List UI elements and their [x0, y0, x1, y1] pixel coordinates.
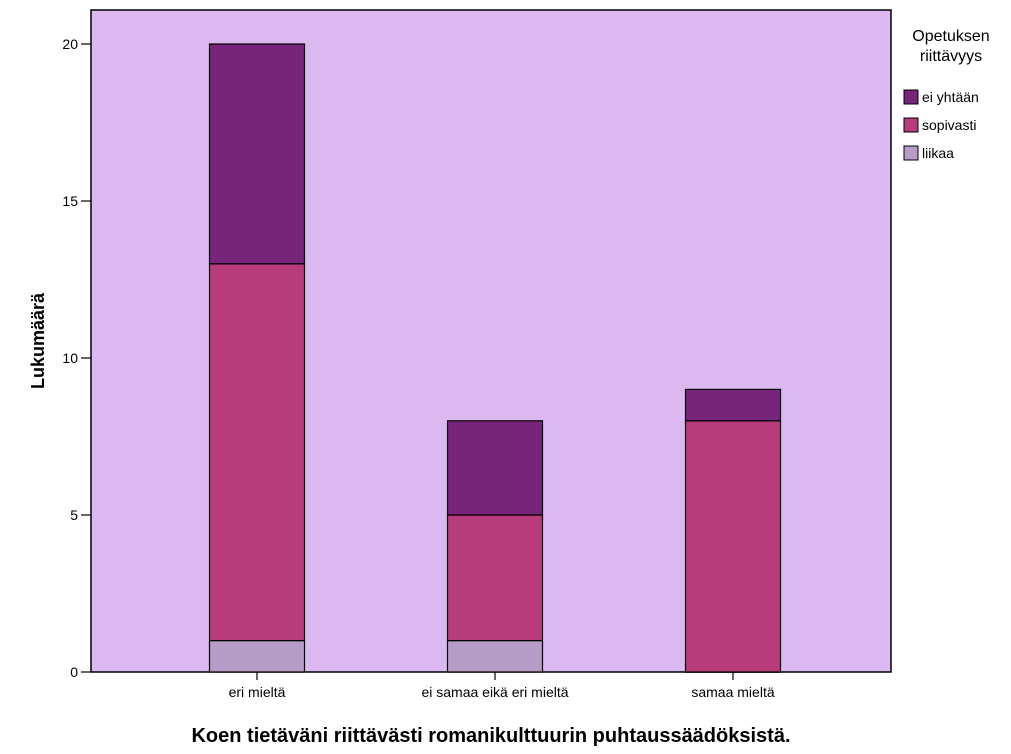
bar-segment-ei-yhtään	[684, 388, 782, 422]
bar-segment-ei-yhtään	[446, 420, 544, 516]
x-tick-label: eri mieltä	[229, 684, 286, 700]
legend-label: sopivasti	[922, 117, 976, 133]
x-tick-label: ei samaa eikä eri mieltä	[421, 684, 568, 700]
bar-segment-sopivasti	[684, 420, 782, 673]
legend-label: liikaa	[922, 145, 954, 161]
bar-segment-liikaa	[208, 639, 306, 673]
x-tick-label: samaa mieltä	[691, 684, 774, 700]
bars	[208, 43, 782, 673]
bar-segment-sopivasti	[446, 514, 544, 642]
x-axis-title: Koen tietäväni riittävästi romanikulttuu…	[191, 725, 790, 747]
bar-segment-liikaa	[446, 639, 544, 673]
legend-label: ei yhtään	[922, 89, 979, 105]
legend-swatch	[903, 89, 919, 105]
legend-title-line1: Opetuksen	[912, 28, 989, 45]
y-tick-label: 20	[62, 36, 78, 52]
legend: Opetuksen riittävyys ei yhtään sopivasti l…	[903, 28, 990, 161]
y-tick-label: 10	[62, 350, 78, 366]
y-tick-label: 15	[62, 193, 78, 209]
bar-segment-ei-yhtään	[208, 43, 306, 265]
x-axis: eri mieltä ei samaa eikä eri mieltä samaa …	[229, 672, 775, 700]
y-axis: 0 5 10 15 20	[62, 36, 91, 680]
bar-segment-sopivasti	[208, 263, 306, 642]
legend-swatch	[903, 145, 919, 161]
legend-title-line2: riittävyys	[920, 48, 982, 65]
legend-swatch	[903, 117, 919, 133]
y-tick-label: 0	[70, 664, 78, 680]
y-tick-label: 5	[70, 507, 78, 523]
y-axis-title: Lukumäärä	[28, 292, 48, 389]
